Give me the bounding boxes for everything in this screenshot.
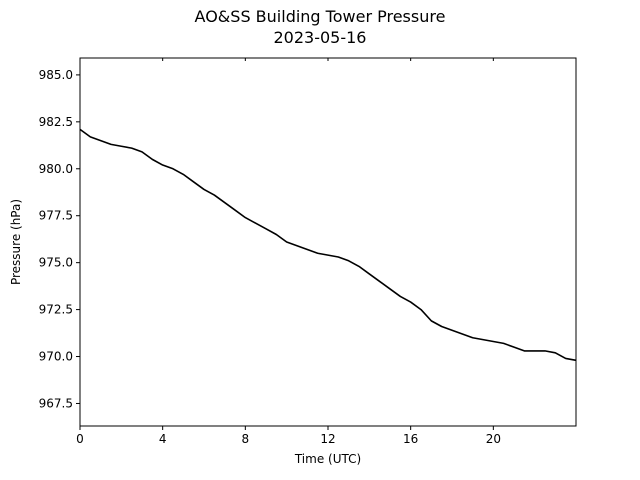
y-tick-label: 985.0	[39, 68, 73, 82]
y-tick-label: 977.5	[39, 209, 73, 223]
y-axis-label: Pressure (hPa)	[9, 199, 23, 285]
plot-frame	[79, 57, 577, 427]
x-tick-label: 4	[159, 432, 167, 446]
chart-marks	[79, 128, 577, 362]
chart-title: AO&SS Building Tower Pressure	[194, 7, 446, 26]
y-tick-label: 982.5	[39, 115, 73, 129]
x-tick-label: 12	[320, 432, 335, 446]
x-tick-label: 16	[403, 432, 418, 446]
chart-subtitle: 2023-05-16	[273, 28, 367, 47]
series-line-0	[79, 128, 577, 362]
y-tick-label: 980.0	[39, 162, 73, 176]
y-tick-label: 972.5	[39, 303, 73, 317]
y-tick-label: 970.0	[39, 350, 73, 364]
y-tick-label: 967.5	[39, 396, 73, 410]
y-tick-label: 975.0	[39, 256, 73, 270]
x-axis-label: Time (UTC)	[294, 452, 361, 466]
chart-axes: 0 4 8 12 16 20 967.5 970.0 972.5 975.0 977.5 980.0 9…	[39, 57, 577, 446]
x-tick-label: 8	[242, 432, 250, 446]
x-tick-label: 20	[486, 432, 501, 446]
x-tick-label: 0	[76, 432, 84, 446]
